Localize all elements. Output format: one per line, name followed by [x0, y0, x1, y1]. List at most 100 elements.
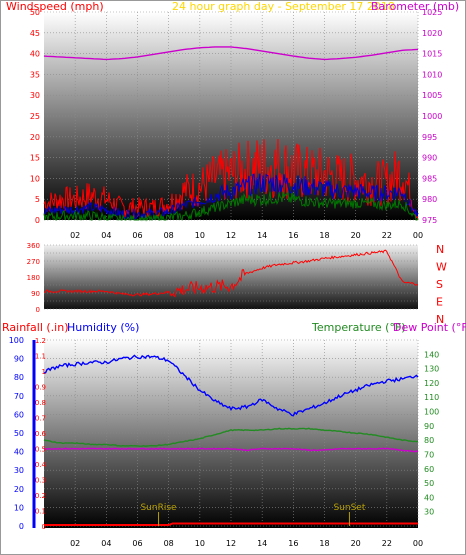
- barometer-tick-label: 995: [422, 133, 437, 142]
- wind-time-label: 20: [351, 231, 361, 240]
- rainfall-tick-label: 0.2: [35, 492, 46, 500]
- climate-time-label: 20: [351, 539, 361, 548]
- temperature-axis-title: Temperature (°F): [311, 321, 406, 334]
- wind-time-label: 10: [195, 231, 205, 240]
- wind-direction-line: [44, 249, 419, 298]
- wind-time-label: 02: [70, 231, 80, 240]
- temperature-tick-label: 80: [424, 436, 434, 445]
- climate-time-label: 08: [164, 539, 174, 548]
- rainfall-tick-label: 1.1: [35, 353, 46, 361]
- rainfall-tick-label: 0.9: [35, 384, 46, 392]
- climate-panel-ticks: 010203040506070809010000.10.20.30.40.50.…: [9, 336, 440, 548]
- wind-tick-label: 5: [35, 195, 40, 204]
- wind-tick-label: 35: [30, 70, 40, 79]
- climate-time-label: 04: [101, 539, 111, 548]
- wind-time-label: 00: [413, 231, 423, 240]
- wind-axis-title: Windspeed (mph): [6, 0, 104, 13]
- rainfall-tick-label: 0.1: [35, 508, 46, 516]
- wind-series-layer: [43, 46, 419, 222]
- climate-time-label: 18: [319, 539, 329, 548]
- rainfall-tick-label: 0.5: [35, 446, 46, 454]
- wind-time-label: 16: [288, 231, 298, 240]
- temperature-tick-label: 40: [424, 493, 434, 502]
- temperature-tick-label: 60: [424, 465, 434, 474]
- wind-average-line: [43, 173, 419, 220]
- climate-time-label: 10: [195, 539, 205, 548]
- sun-event-label: SunSet: [333, 503, 365, 513]
- barometer-tick-label: 1010: [422, 70, 442, 79]
- climate-time-label: 12: [226, 539, 236, 548]
- compass-label: N: [436, 243, 444, 256]
- humidity-tick-label: 20: [14, 485, 24, 494]
- barometer-tick-label: 985: [422, 174, 437, 183]
- climate-time-label: 06: [132, 539, 142, 548]
- humidity-tick-label: 10: [14, 503, 24, 512]
- rainfall-tick-label: 0.8: [35, 399, 46, 407]
- humidity-tick-label: 90: [14, 355, 24, 364]
- rainfall-tick-label: 0: [42, 523, 46, 531]
- barometer-tick-label: 975: [422, 216, 437, 225]
- wind-time-label: 06: [132, 231, 142, 240]
- humidity-tick-label: 0: [19, 522, 24, 531]
- temperature-tick-label: 100: [424, 408, 439, 417]
- barometer-tick-label: 1015: [422, 50, 442, 59]
- dewpoint-axis-title: Dew Point (°F): [393, 321, 466, 334]
- wind-tick-label: 0: [35, 216, 40, 225]
- climate-time-label: 00: [413, 539, 423, 548]
- humidity-tick-label: 50: [14, 429, 24, 438]
- barometer-tick-label: 1000: [422, 112, 442, 121]
- wind-tick-label: 15: [30, 154, 40, 163]
- wind-tick-label: 50: [30, 8, 40, 17]
- wind-time-label: 14: [257, 231, 267, 240]
- humidity-tick-label: 80: [14, 373, 24, 382]
- compass-label: S: [436, 278, 443, 291]
- wind-low-line: [43, 190, 419, 222]
- temperature-tick-label: 70: [424, 450, 434, 459]
- humidity-line: [43, 354, 419, 417]
- temperature-line: [43, 427, 419, 448]
- temperature-tick-label: 120: [424, 379, 439, 388]
- barometer-tick-label: 1005: [422, 91, 442, 100]
- climate-series-layer: SunRise SunSet: [43, 354, 419, 526]
- temperature-tick-label: 50: [424, 479, 434, 488]
- wind-time-label: 04: [101, 231, 111, 240]
- direction-tick-label: 180: [27, 274, 40, 282]
- wind-tick-label: 20: [30, 133, 40, 142]
- temperature-tick-label: 140: [424, 350, 439, 359]
- rainfall-tick-label: 0.4: [35, 461, 47, 469]
- climate-time-label: 02: [70, 539, 80, 548]
- wind-time-label: 08: [164, 231, 174, 240]
- wind-tick-label: 30: [30, 91, 40, 100]
- graph-title: 24 hour graph day - September 17 2018: [172, 0, 395, 13]
- wind-time-label: 12: [226, 231, 236, 240]
- barometer-tick-label: 980: [422, 195, 437, 204]
- direction-tick-label: 360: [27, 242, 40, 250]
- rainfall-line: [44, 522, 418, 526]
- dewpoint-line: [43, 447, 419, 453]
- sun-event-label: SunRise: [140, 503, 177, 513]
- compass-label: E: [436, 296, 443, 309]
- climate-time-label: 16: [288, 539, 298, 548]
- rainfall-tick-label: 1.2: [35, 337, 46, 345]
- temperature-tick-label: 30: [424, 508, 434, 517]
- wind-panel-ticks: 0510152025303540455097598098599099510001…: [30, 8, 443, 240]
- rainfall-tick-label: 1: [42, 368, 46, 376]
- direction-tick-label: 270: [27, 258, 40, 266]
- temperature-tick-label: 130: [424, 365, 439, 374]
- rainfall-axis-title: Rainfall (.in): [2, 321, 69, 334]
- wind-tick-label: 45: [30, 29, 40, 38]
- rainfall-tick-label: 0.6: [35, 430, 47, 438]
- barometer-axis-title: Barometer (mb): [371, 0, 459, 13]
- barometer-tick-label: 990: [422, 154, 437, 163]
- barometer-tick-label: 1020: [422, 29, 442, 38]
- rainfall-tick-label: 0.3: [35, 477, 46, 485]
- temperature-tick-label: 110: [424, 393, 439, 402]
- climate-time-label: 22: [382, 539, 392, 548]
- humidity-tick-label: 40: [14, 448, 24, 457]
- wind-time-label: 18: [319, 231, 329, 240]
- direction-tick-label: 90: [31, 290, 40, 298]
- humidity-axis-title: Humidity (%): [67, 321, 139, 334]
- compass-label: W: [436, 261, 447, 274]
